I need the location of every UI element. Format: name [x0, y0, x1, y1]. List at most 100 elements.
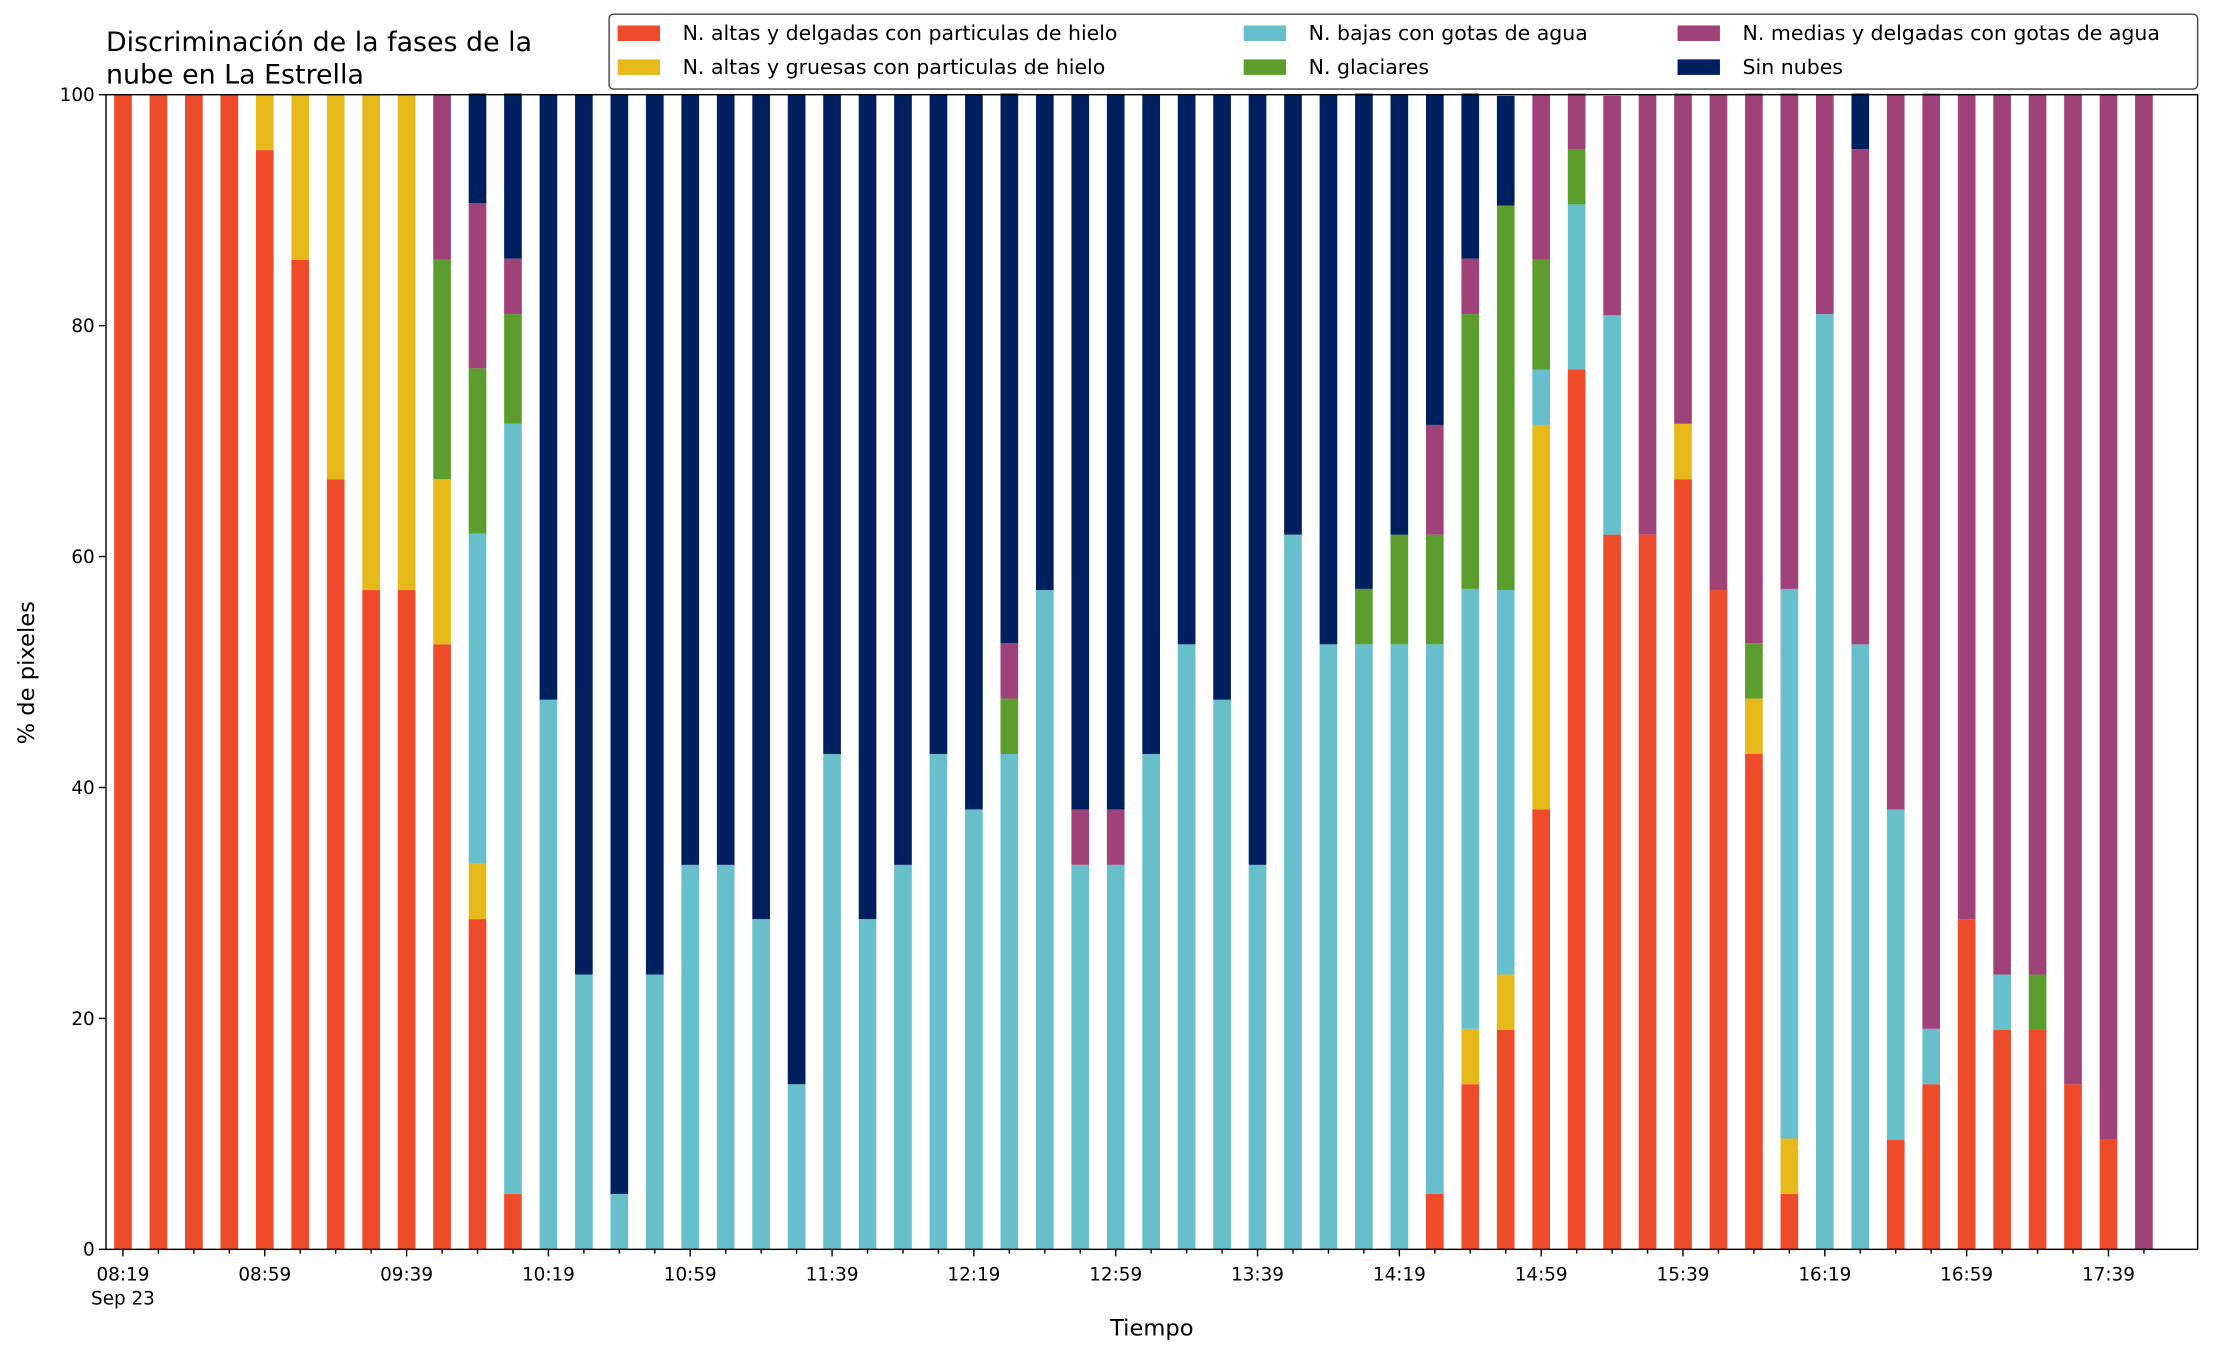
bar-segment: [1993, 1029, 2011, 1250]
bar-segment: [645, 94, 664, 975]
bar-segment: [1355, 588, 1373, 645]
bar-segment: [787, 1084, 806, 1250]
bar-segment: [1993, 974, 2011, 1030]
bar-segment: [858, 919, 877, 1250]
bar-segment: [1355, 644, 1373, 1250]
bar-segment: [1603, 534, 1621, 1250]
bar-segment: [1567, 369, 1586, 1250]
bar-segment: [1886, 1139, 1905, 1250]
bar-segment: [645, 974, 664, 1250]
bar-segment: [894, 864, 912, 1250]
bar-segment: [468, 368, 487, 534]
bar-segment: [575, 94, 593, 975]
bar-segment: [1461, 314, 1480, 589]
bar-segment: [1142, 754, 1160, 1250]
bar-segment: [2099, 1139, 2118, 1250]
bar-segment: [504, 423, 522, 1194]
bar-segment: [1674, 479, 1692, 1250]
bar-segment: [2028, 94, 2047, 975]
bar-segment: [2064, 94, 2082, 1085]
x-tick-label: 17:39: [2082, 1264, 2135, 1285]
bar-segment: [1425, 94, 1444, 425]
bar-segment: [1461, 588, 1480, 1029]
bar-segment: [1355, 93, 1373, 589]
x-tick-label: 16:19: [1798, 1264, 1851, 1285]
bar-segment: [1851, 644, 1870, 1250]
bar-segment: [1745, 754, 1763, 1250]
bar-segment: [1957, 94, 1976, 920]
bar-segment: [1532, 369, 1551, 425]
bar-segment: [255, 94, 274, 151]
bar-segment: [858, 94, 877, 920]
bar-segment: [1638, 94, 1657, 535]
bar-segment: [468, 93, 487, 204]
bar-segment: [1177, 644, 1196, 1250]
bar-segment: [1461, 258, 1480, 315]
bar-segment: [468, 533, 487, 864]
x-tick-label: 14:19: [1373, 1264, 1426, 1285]
bar-segment: [929, 754, 948, 1250]
bar-segment: [1851, 93, 1870, 149]
bar-segment: [752, 94, 770, 920]
bar-segment: [1745, 698, 1763, 755]
bar-segment: [1993, 94, 2011, 975]
bar-segment: [1532, 94, 1551, 260]
x-tick-label: 10:19: [522, 1264, 575, 1285]
bar-segment: [681, 94, 700, 865]
bar-segment: [1815, 94, 1834, 315]
legend-swatch: [617, 25, 660, 42]
legend-swatch: [1677, 25, 1720, 42]
bar-segment: [1000, 754, 1019, 1250]
bar-segment: [1000, 93, 1019, 644]
bar-segment: [1532, 259, 1551, 370]
bar-segment: [1071, 94, 1090, 810]
chart-title: Discriminación de la fases de la: [106, 27, 532, 58]
bar-segment: [1106, 864, 1125, 1250]
bar-segment: [1461, 1084, 1480, 1250]
bar-segment: [397, 94, 416, 591]
legend-label: N. altas y delgadas con particulas de hi…: [683, 21, 1118, 45]
bar-segment: [965, 809, 983, 1250]
y-axis-label: % de pixeles: [14, 601, 40, 744]
y-tick-label: 20: [71, 1009, 94, 1030]
bar-segment: [1461, 93, 1480, 259]
bar-segment: [433, 479, 451, 645]
bar-segment: [1071, 864, 1090, 1250]
bar-segment: [1390, 94, 1409, 535]
bar-segment: [433, 259, 451, 480]
bar-segment: [1567, 148, 1586, 205]
legend-swatch: [1243, 59, 1287, 75]
x-tick-label: 08:59: [238, 1264, 291, 1285]
bar-segment: [1567, 204, 1586, 370]
bar-segment: [539, 699, 558, 1250]
bar-segment: [468, 919, 487, 1250]
bar-segment: [610, 1193, 629, 1250]
plot-frame: [105, 93, 2199, 1251]
bar-segment: [539, 94, 558, 700]
bar-segment: [1496, 590, 1515, 975]
bar-segment: [2064, 1084, 2082, 1250]
bar-segment: [468, 203, 487, 369]
bar-segment: [2028, 974, 2047, 1030]
bar-segment: [1035, 590, 1054, 1250]
bar-segment: [1425, 1193, 1444, 1250]
bar-segment: [929, 94, 948, 755]
bar-segment: [1106, 94, 1125, 810]
bar-segment: [823, 754, 841, 1250]
bar-segment: [894, 94, 912, 865]
bar-segment: [1496, 1029, 1515, 1250]
legend-label: N. glaciares: [1309, 55, 1429, 79]
bar-segment: [468, 863, 487, 920]
bar-segment: [1638, 534, 1657, 1250]
bar-segment: [2028, 1029, 2047, 1250]
bar-segment: [1780, 93, 1799, 589]
bar-segment: [1319, 644, 1338, 1250]
legend-swatch: [1677, 59, 1720, 75]
bar-segment: [1922, 93, 1941, 1029]
bar-segment: [1496, 974, 1515, 1030]
bar-segment: [1496, 95, 1515, 206]
bar-segment: [1851, 148, 1870, 645]
legend-frame: [608, 13, 2199, 90]
x-tick-label: 16:59: [1940, 1264, 1993, 1285]
